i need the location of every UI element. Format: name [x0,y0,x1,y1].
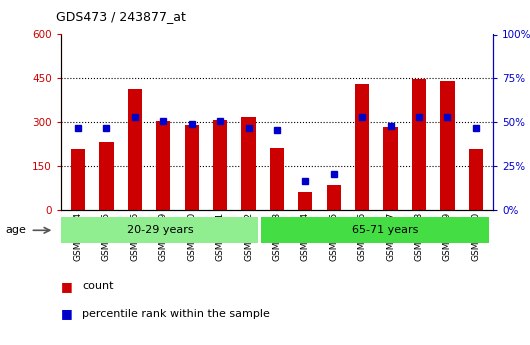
Bar [156,121,170,210]
Text: 65-71 years: 65-71 years [352,225,418,235]
Bar [440,81,455,210]
Bar [99,141,113,210]
Text: count: count [82,282,113,291]
Bar [184,125,199,210]
Bar [213,120,227,210]
Bar [298,192,313,210]
Bar [71,149,85,210]
Bar [270,148,284,210]
Text: percentile rank within the sample: percentile rank within the sample [82,309,270,319]
Bar [412,79,426,210]
Text: GDS473 / 243877_at: GDS473 / 243877_at [56,10,186,23]
Text: age: age [5,225,26,235]
Bar [61,217,259,243]
Text: ■: ■ [61,307,73,321]
Bar [241,117,255,210]
Bar [355,84,369,210]
Text: ■: ■ [61,280,73,293]
Bar [261,217,489,243]
Bar [326,185,341,210]
Text: 20-29 years: 20-29 years [127,225,194,235]
Bar [469,149,483,210]
Bar [128,89,142,210]
Bar [384,127,398,210]
